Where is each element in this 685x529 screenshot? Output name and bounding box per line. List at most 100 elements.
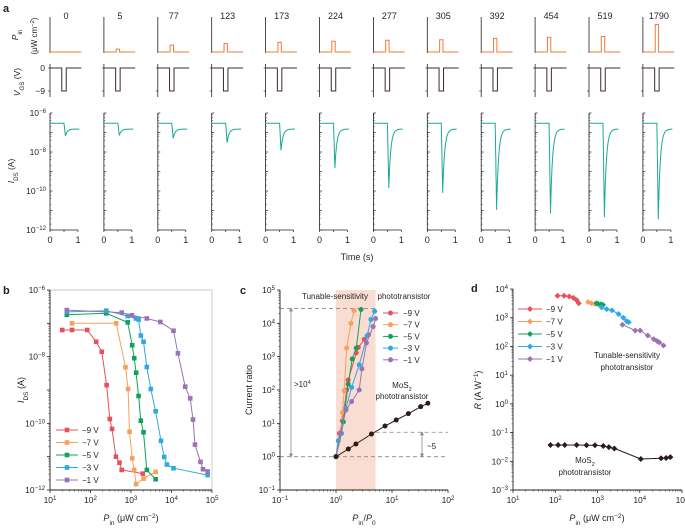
data-point: [353, 441, 359, 447]
b-x-axis-label-part: −2: [148, 513, 156, 520]
y-tick-label-part: −12: [35, 485, 46, 492]
legend-label-part: −9 V: [403, 309, 420, 318]
y-tick-label-part: −8: [38, 351, 46, 358]
data-point: [348, 320, 354, 326]
time-tick-label-part: 0: [425, 235, 430, 245]
data-point: [64, 452, 70, 458]
data-point: [107, 416, 113, 422]
ids-axis-label-part: (A): [6, 159, 16, 173]
data-point: [388, 345, 393, 351]
time-tick-label-part: 0: [371, 235, 376, 245]
mos2-label: MoS2: [575, 456, 595, 468]
time-tick-label: 0: [586, 235, 591, 245]
panel-label-c: c: [240, 285, 246, 297]
y-tick-label-part: 10: [25, 485, 35, 495]
x-tick-label: 105: [676, 495, 685, 506]
pin-trace: [427, 39, 459, 53]
data-point: [187, 396, 193, 401]
ratio-big-label-part: 4: [308, 380, 312, 386]
data-point: [133, 316, 139, 321]
pin-value-title-part: 224: [328, 11, 343, 21]
data-point: [615, 310, 622, 317]
data-point: [123, 364, 128, 370]
ids-trace: [373, 122, 403, 189]
data-point: [161, 454, 167, 460]
x-tick-label-part: 10: [84, 495, 94, 505]
vgs-trace: [211, 67, 244, 92]
x-tick-label: 102: [84, 495, 97, 506]
x-tick-label-part: 2: [451, 495, 455, 502]
data-point: [117, 460, 122, 465]
x-tick-label: 103: [125, 495, 138, 506]
y-tick-label: 105: [262, 285, 275, 296]
time-tick-label: 1: [399, 235, 404, 245]
tunable-label-2-part: phototransistor: [601, 363, 654, 372]
d-y-axis-label-part: ): [473, 371, 483, 374]
time-tick-label: 0: [317, 235, 322, 245]
mos2-label-2: phototransistor: [559, 468, 612, 477]
y-tick-label-part: 4: [272, 318, 276, 325]
x-tick-label: 10−1: [272, 495, 289, 506]
ids-axis-label: IDS (A): [6, 159, 20, 184]
mos2-label-part: 2: [409, 387, 412, 393]
y-tick-label-part: 10: [262, 418, 272, 428]
y-tick-label-part: 10: [262, 318, 272, 328]
y-tick-label: 104: [495, 284, 508, 295]
ids-tick-label-part: −12: [36, 225, 47, 232]
pin-value-title: 519: [597, 11, 612, 21]
time-tick-label: 1: [237, 235, 242, 245]
ids-trace: [481, 122, 511, 210]
legend-label-part: −3 V: [403, 344, 420, 353]
data-point: [393, 417, 399, 423]
data-point: [359, 366, 365, 372]
legend-label-part: −5 V: [546, 330, 563, 339]
data-point: [632, 327, 639, 334]
data-point: [388, 333, 393, 339]
y-tick-label-part: 4: [505, 284, 509, 291]
time-tick-label-part: 0: [209, 235, 214, 245]
y-tick-label: 10−12: [25, 485, 45, 496]
y-tick-label: 103: [262, 351, 275, 362]
b-y-axis-label-part: I: [16, 400, 26, 403]
data-point: [138, 333, 144, 338]
ratio-small-label-part: ~5: [427, 442, 437, 451]
pin-value-title-part: 5: [117, 11, 122, 21]
x-tick-label-part: 10: [442, 495, 452, 505]
time-tick-label-part: 0: [586, 235, 591, 245]
vgs-trace: [265, 67, 297, 92]
data-point: [333, 454, 339, 460]
data-point: [658, 455, 665, 462]
legend-label: −7 V: [403, 321, 420, 330]
y-tick-label-part: −1: [268, 485, 276, 492]
series-line: [72, 322, 156, 486]
series-1V: [64, 307, 210, 474]
subplot-392: 392 0 1: [479, 11, 513, 245]
pin-value-title-part: 0: [63, 11, 68, 21]
y-tick-label-part: 10: [492, 456, 502, 466]
data-point: [64, 307, 70, 313]
time-tick-label-part: 1: [614, 235, 619, 245]
pin-value-title-part: 277: [382, 11, 397, 21]
ids-tick-label-part: −10: [36, 186, 47, 193]
data-point: [153, 476, 158, 482]
data-point: [103, 310, 109, 316]
time-tick-label: 0: [47, 235, 52, 245]
ids-trace: [103, 122, 134, 136]
series-3V: [598, 304, 632, 326]
y-tick-label-part: −2: [501, 456, 509, 463]
series-9V: [554, 292, 582, 307]
time-tick-label: 1: [668, 235, 673, 245]
time-tick-label-part: 1: [561, 235, 566, 245]
pin-value-title-part: 305: [436, 11, 451, 21]
time-tick-label-part: 1: [291, 235, 296, 245]
data-point: [153, 408, 158, 414]
legend-label-part: −7 V: [546, 318, 563, 327]
vgs-tick-label-part: −9: [35, 86, 45, 96]
y-tick-label-part: 10: [492, 428, 502, 438]
x-tick-label-part: 10: [676, 495, 685, 505]
data-point: [99, 349, 105, 355]
vgs-trace: [103, 67, 136, 92]
legend-label: −9 V: [403, 309, 420, 318]
pin-trace: [373, 39, 405, 53]
